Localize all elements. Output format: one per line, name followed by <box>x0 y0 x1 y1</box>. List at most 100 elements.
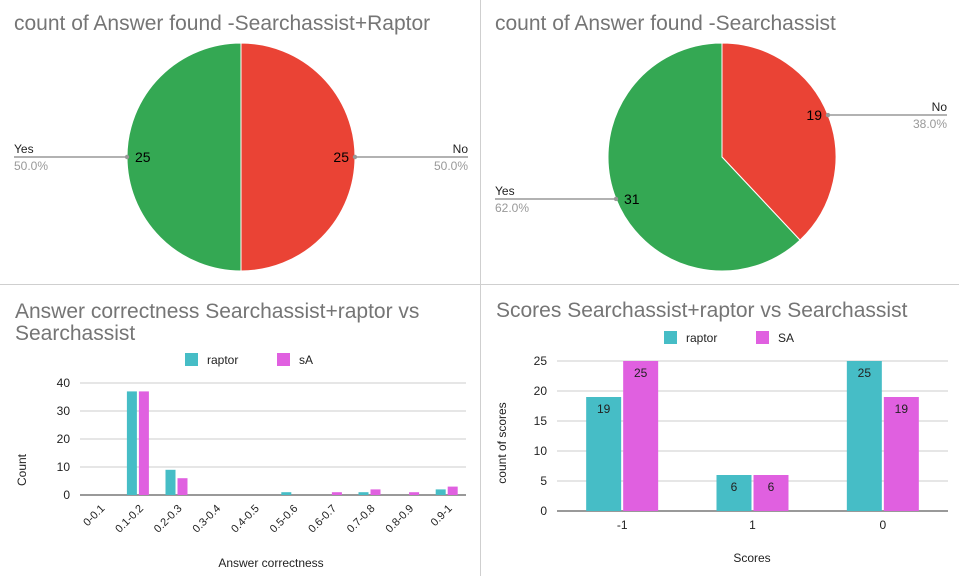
bar-sa <box>177 478 188 495</box>
legend-swatch-sa <box>756 331 769 344</box>
bar-sa <box>447 486 458 495</box>
panel-divider-horizontal <box>0 284 959 285</box>
legend-swatch-raptor <box>185 353 198 366</box>
y-axis-label: count of scores <box>495 402 509 483</box>
bar-raptor <box>126 391 137 495</box>
y-tick-label: 10 <box>57 460 71 474</box>
x-tick-label: 1 <box>749 518 756 532</box>
x-tick-label: 0.2-0.3 <box>152 503 185 536</box>
leader-dot-yes <box>124 154 130 160</box>
x-tick-label: 0.5-0.6 <box>268 503 301 536</box>
slice-percent-label: 62.0% <box>495 201 529 215</box>
axis-labels: 0 10 20 30 40 0-0.1 0.1-0.2 0.2-0.3 0.3-0.4 0.4-0… <box>57 376 455 535</box>
bar-value-label: 6 <box>731 480 738 494</box>
slice-name-label: No <box>453 142 469 156</box>
slice-name-label: No <box>932 100 948 114</box>
x-tick-label: 0 <box>879 518 886 532</box>
bar-sa <box>623 361 659 511</box>
y-axis-label: Count <box>15 453 29 486</box>
bar-raptor <box>586 397 622 511</box>
bar-raptor <box>846 361 882 511</box>
bar-chart-svg: Answer correctness Searchassist+raptor v… <box>15 300 466 570</box>
legend-label-sa: SA <box>778 331 794 345</box>
y-tick-label: 20 <box>534 384 548 398</box>
y-tick-label: 10 <box>534 444 548 458</box>
y-tick-label: 0 <box>63 488 70 502</box>
bar-sa <box>370 489 381 495</box>
pie-chart-panel-raptor: count of Answer found -Searchassist+Rapt… <box>0 0 480 284</box>
slice-percent-label: 50.0% <box>14 159 48 173</box>
legend-swatch-sa <box>277 353 290 366</box>
slice-value-label: 31 <box>624 191 640 207</box>
slice-percent-label: 38.0% <box>913 117 947 131</box>
x-tick-label: 0.1-0.2 <box>113 503 146 536</box>
bar-raptor <box>165 469 176 495</box>
pie-chart-svg: count of Answer found -Searchassist 19 No… <box>495 12 947 272</box>
x-tick-label: 0.3-0.4 <box>191 503 224 536</box>
y-tick-label: 5 <box>540 474 547 488</box>
pie-labels: 19 No 38.0% 31 Yes 62.0% <box>495 100 947 215</box>
bar-sa <box>753 475 789 511</box>
chart-title: Scores Searchassist+raptor vs Searchassi… <box>496 299 908 322</box>
leader-dot-yes <box>613 196 619 202</box>
leader-dot-no <box>825 112 831 118</box>
bar-value-label: 19 <box>895 402 909 416</box>
legend-swatch-raptor <box>664 331 677 344</box>
pie-slices <box>607 42 837 272</box>
x-axis-label: Scores <box>733 551 770 565</box>
bar-chart-panel-scores: Scores Searchassist+raptor vs Searchassi… <box>481 285 959 576</box>
slice-value-label: 19 <box>806 107 822 123</box>
bar-raptor <box>716 475 752 511</box>
pie-labels: 25 No 50.0% 25 Yes 50.0% <box>14 142 468 173</box>
bars <box>126 391 458 495</box>
chart-title: count of Answer found -Searchassist <box>495 12 836 35</box>
legend-label-raptor: raptor <box>686 331 717 345</box>
chart-title-line-2: Searchassist <box>15 322 135 345</box>
bar-chart-svg: Scores Searchassist+raptor vs Searchassi… <box>495 299 948 565</box>
leader-dot-no <box>352 154 358 160</box>
panel-divider-vertical <box>480 0 481 576</box>
legend-label-raptor: raptor <box>207 353 238 367</box>
x-tick-label: 0.8-0.9 <box>384 503 417 536</box>
grid-lines <box>80 382 466 496</box>
pie-slices <box>126 42 356 272</box>
pie-chart-svg: count of Answer found -Searchassist+Rapt… <box>14 12 468 272</box>
legend-label-sa: sA <box>299 353 313 367</box>
slice-percent-label: 50.0% <box>434 159 468 173</box>
bar-sa <box>883 397 919 511</box>
y-tick-label: 20 <box>57 432 71 446</box>
x-tick-label: 0.9-1 <box>429 503 455 529</box>
x-axis-label: Answer correctness <box>218 556 323 570</box>
chart-title-line-1: Answer correctness Searchassist+raptor v… <box>15 300 419 323</box>
y-tick-label: 25 <box>534 354 548 368</box>
x-tick-label: -1 <box>617 518 628 532</box>
bars: 19 25 6 6 25 19 <box>586 361 919 511</box>
x-tick-label: 0.7-0.8 <box>345 503 378 536</box>
bar-value-label: 25 <box>634 366 648 380</box>
slice-value-label: 25 <box>135 149 151 165</box>
chart-legend: raptor sA <box>185 353 313 367</box>
y-tick-label: 30 <box>57 404 71 418</box>
chart-legend: raptor SA <box>664 331 794 345</box>
bar-value-label: 6 <box>768 480 775 494</box>
bar-raptor <box>358 492 369 495</box>
grid-lines <box>557 360 948 512</box>
bar-value-label: 25 <box>858 366 872 380</box>
bar-chart-panel-correctness: Answer correctness Searchassist+raptor v… <box>0 285 480 576</box>
bar-sa <box>331 492 342 495</box>
x-tick-label: 0.6-0.7 <box>306 503 339 536</box>
pie-chart-panel-searchassist: count of Answer found -Searchassist 19 No… <box>481 0 959 284</box>
bar-sa <box>409 492 420 495</box>
bar-raptor <box>281 492 292 495</box>
bar-raptor <box>435 489 446 495</box>
y-tick-label: 40 <box>57 376 71 390</box>
x-tick-label: 0-0.1 <box>81 503 107 529</box>
bar-sa <box>138 391 149 495</box>
chart-title: count of Answer found -Searchassist+Rapt… <box>14 12 430 35</box>
slice-value-label: 25 <box>333 149 349 165</box>
bar-value-label: 19 <box>597 402 611 416</box>
y-tick-label: 15 <box>534 414 548 428</box>
y-tick-label: 0 <box>540 504 547 518</box>
slice-name-label: Yes <box>495 184 515 198</box>
